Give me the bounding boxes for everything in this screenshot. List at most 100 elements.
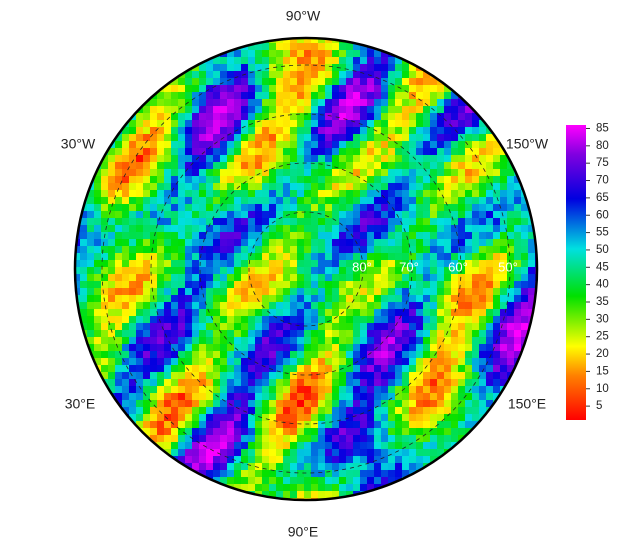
map-cell [325, 85, 333, 93]
map-cell [423, 155, 431, 163]
map-cell [269, 260, 277, 268]
map-cell [185, 365, 193, 373]
map-cell [185, 141, 193, 149]
map-cell [395, 162, 403, 170]
map-cell [332, 407, 340, 415]
map-cell [486, 316, 494, 324]
map-cell [353, 148, 361, 156]
map-cell [297, 288, 305, 296]
map-cell [479, 323, 487, 331]
map-cell [136, 225, 144, 233]
map-cell [283, 106, 291, 114]
map-cell [451, 204, 459, 212]
map-cell [206, 162, 214, 170]
map-cell [458, 379, 466, 387]
map-cell [402, 302, 410, 310]
map-cell [276, 134, 284, 142]
map-cell [304, 169, 312, 177]
map-cell [255, 50, 263, 58]
map-cell [409, 442, 417, 450]
map-cell [500, 295, 508, 303]
map-cell [171, 351, 179, 359]
map-cell [416, 400, 424, 408]
map-cell [465, 400, 473, 408]
map-cell [297, 134, 305, 142]
map-cell [311, 85, 319, 93]
map-cell [290, 218, 298, 226]
map-cell [136, 281, 144, 289]
map-cell [325, 155, 333, 163]
map-cell [136, 253, 144, 261]
map-cell [514, 316, 522, 324]
map-cell [409, 393, 417, 401]
map-cell [234, 400, 242, 408]
map-cell [185, 295, 193, 303]
map-cell [199, 113, 207, 121]
map-cell [304, 316, 312, 324]
map-cell [220, 372, 228, 380]
map-cell [402, 435, 410, 443]
map-cell [276, 50, 284, 58]
map-cell [444, 344, 452, 352]
map-cell [255, 232, 263, 240]
map-cell [395, 141, 403, 149]
map-cell [353, 183, 361, 191]
map-cell [136, 169, 144, 177]
map-cell [213, 414, 221, 422]
map-cell [409, 428, 417, 436]
map-cell [479, 106, 487, 114]
map-cell [479, 197, 487, 205]
map-cell [262, 155, 270, 163]
map-cell [325, 428, 333, 436]
map-cell [297, 281, 305, 289]
map-cell [157, 148, 165, 156]
map-cell [318, 50, 326, 58]
map-cell [213, 120, 221, 128]
map-cell [227, 99, 235, 107]
map-cell [423, 456, 431, 464]
map-cell [297, 246, 305, 254]
map-cell [157, 155, 165, 163]
map-cell [143, 421, 151, 429]
map-cell [409, 155, 417, 163]
map-cell [486, 225, 494, 233]
map-cell [101, 218, 109, 226]
map-cell [185, 435, 193, 443]
map-cell [213, 393, 221, 401]
map-cell [528, 274, 536, 282]
map-cell [241, 218, 249, 226]
map-cell [367, 246, 375, 254]
map-cell [353, 190, 361, 198]
map-cell [157, 267, 165, 275]
map-cell [234, 99, 242, 107]
map-cell [171, 92, 179, 100]
map-cell [332, 43, 340, 51]
map-cell [157, 197, 165, 205]
map-cell [416, 463, 424, 471]
map-cell [353, 120, 361, 128]
map-cell [360, 309, 368, 317]
map-cell [430, 393, 438, 401]
map-cell [423, 442, 431, 450]
map-cell [514, 253, 522, 261]
map-cell [262, 316, 270, 324]
map-cell [171, 449, 179, 457]
map-cell [416, 414, 424, 422]
map-cell [416, 435, 424, 443]
map-cell [290, 295, 298, 303]
map-cell [395, 246, 403, 254]
map-cell [94, 253, 102, 261]
map-cell [115, 155, 123, 163]
map-cell [108, 309, 116, 317]
map-cell [486, 400, 494, 408]
map-cell [416, 358, 424, 366]
map-cell [339, 393, 347, 401]
map-cell [388, 239, 396, 247]
map-cell [297, 330, 305, 338]
map-cell [437, 246, 445, 254]
map-cell [185, 113, 193, 121]
map-cell [192, 218, 200, 226]
map-cell [416, 204, 424, 212]
map-cell [178, 365, 186, 373]
map-cell [213, 337, 221, 345]
